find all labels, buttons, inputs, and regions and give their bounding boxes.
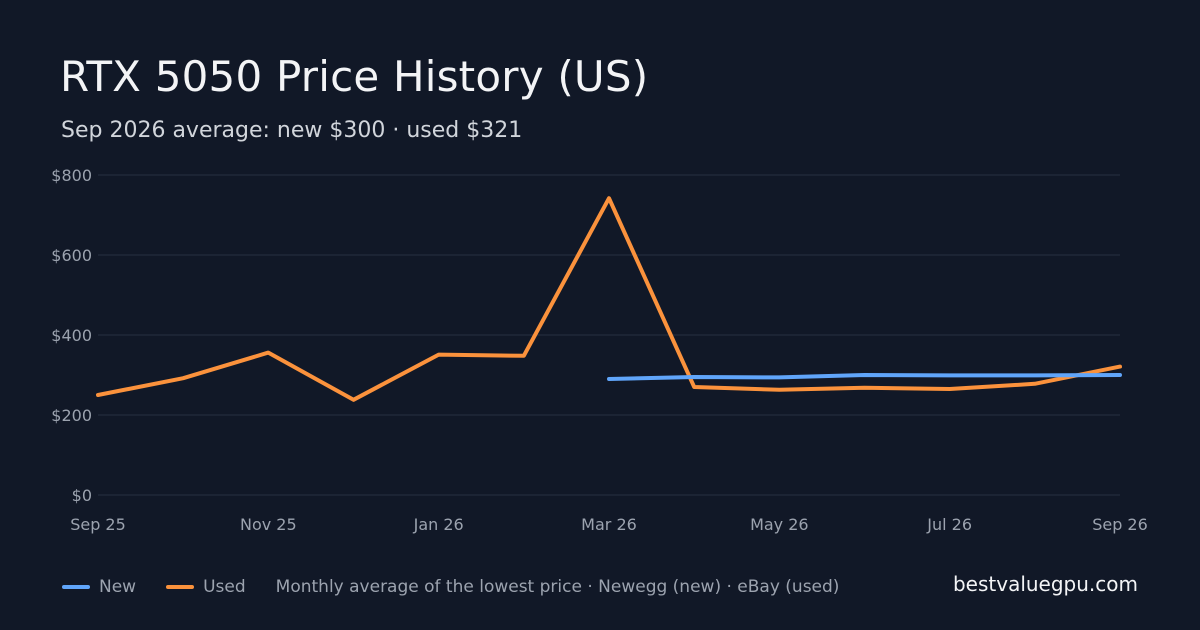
source-note: Monthly average of the lowest price · Ne… — [275, 577, 840, 597]
y-tick-label: $200 — [51, 406, 92, 425]
x-tick-label: Sep 26 — [1092, 515, 1148, 534]
y-tick-label: $400 — [51, 326, 92, 345]
chart-title: RTX 5050 Price History (US) — [60, 52, 649, 101]
x-tick-label: Jan 26 — [413, 515, 464, 534]
legend-swatch-new — [62, 585, 90, 589]
series-line-new — [607, 373, 1122, 381]
x-axis-labels: Sep 25 Nov 25 Jan 26 Mar 26 May 26 Jul 26 Sep … — [70, 515, 1148, 534]
legend-label-used: Used — [203, 577, 246, 597]
legend-swatch-used — [166, 585, 195, 589]
x-tick-label: Sep 25 — [70, 515, 126, 534]
y-tick-label: $800 — [51, 166, 92, 185]
x-tick-label: Nov 25 — [240, 515, 297, 534]
y-tick-label: $0 — [72, 486, 92, 505]
x-tick-label: May 26 — [750, 515, 809, 534]
series-line-used — [96, 196, 1122, 402]
site-credit: bestvaluegpu.com — [952, 572, 1138, 596]
y-axis-labels: $0 $200 $400 $600 $800 — [51, 166, 92, 505]
chart-footer: New Used Monthly average of the lowest p… — [62, 574, 839, 600]
x-tick-label: Jul 26 — [926, 515, 972, 534]
chart-subtitle: Sep 2026 average: new $300 · used $321 — [61, 118, 523, 143]
legend-item-used: Used — [166, 577, 246, 597]
x-tick-label: Mar 26 — [581, 515, 637, 534]
y-tick-label: $600 — [51, 246, 92, 265]
legend-item-new: New — [62, 577, 136, 597]
legend-label-new: New — [99, 577, 137, 597]
grid-lines — [98, 174, 1120, 496]
series-lines — [96, 196, 1122, 402]
